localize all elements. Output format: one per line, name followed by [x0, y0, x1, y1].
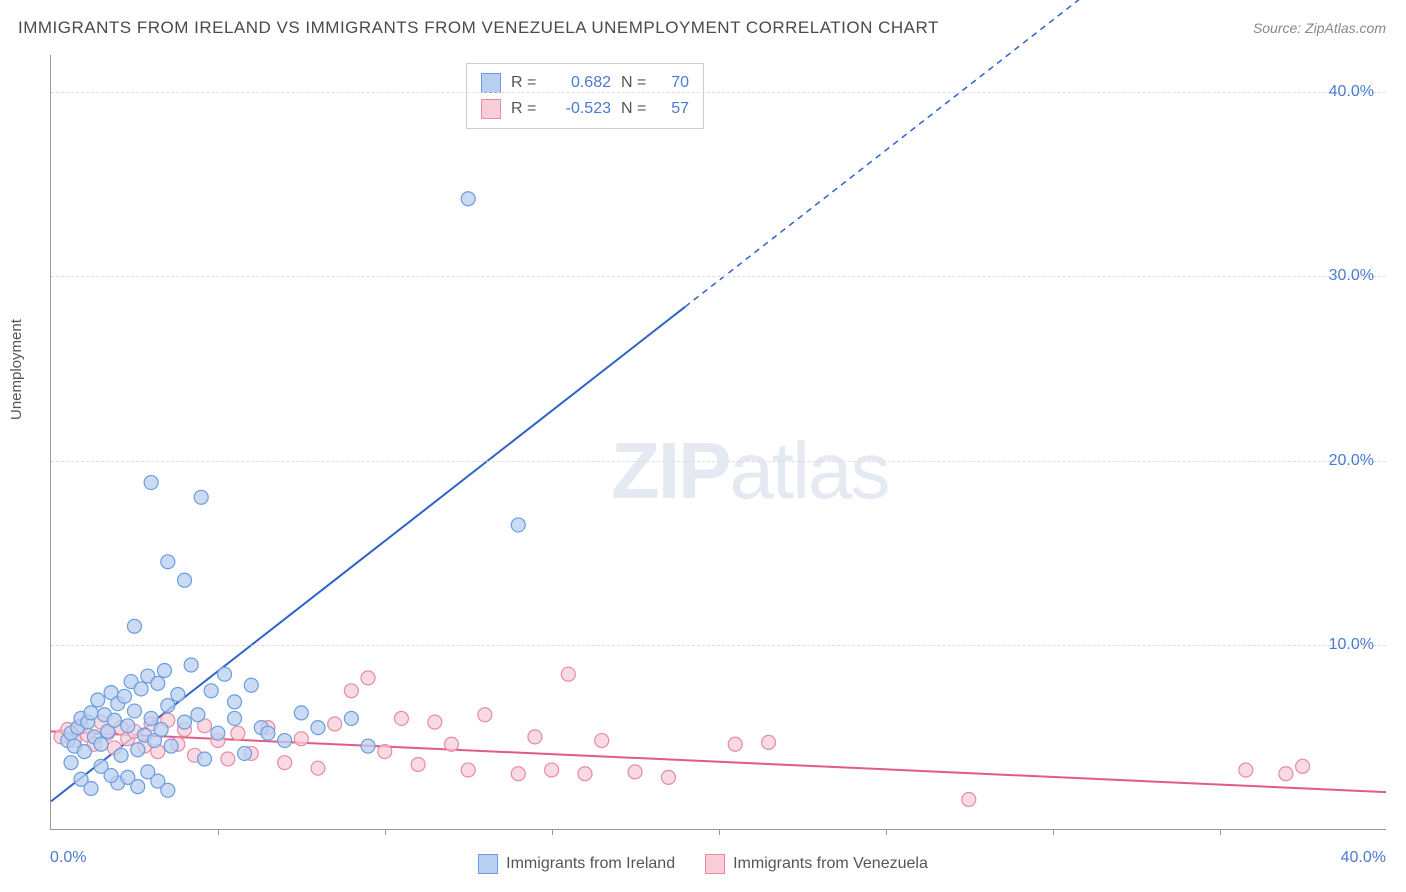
y-tick-label: 30.0%: [1329, 267, 1374, 285]
legend-item-ireland: Immigrants from Ireland: [478, 854, 675, 874]
n-value-venezuela: 57: [659, 100, 689, 118]
chart-title: IMMIGRANTS FROM IRELAND VS IMMIGRANTS FR…: [18, 18, 939, 38]
x-minor-tick: [886, 829, 887, 835]
x-minor-tick: [552, 829, 553, 835]
n-label: N =: [621, 100, 649, 118]
r-label: R =: [511, 100, 539, 118]
stats-row-venezuela: R = -0.523 N = 57: [481, 96, 689, 122]
n-label: N =: [621, 74, 649, 92]
swatch-venezuela: [481, 99, 501, 119]
x-minor-tick: [385, 829, 386, 835]
y-axis-label: Unemployment: [8, 319, 25, 420]
x-minor-tick: [218, 829, 219, 835]
watermark-zip: ZIP: [611, 426, 729, 515]
swatch-ireland-icon: [478, 854, 498, 874]
legend-label-venezuela: Immigrants from Venezuela: [733, 855, 928, 873]
grid-line: [51, 645, 1386, 646]
legend-item-venezuela: Immigrants from Venezuela: [705, 854, 928, 874]
source-attribution: Source: ZipAtlas.com: [1253, 20, 1386, 36]
grid-line: [51, 276, 1386, 277]
grid-line: [51, 92, 1386, 93]
r-value-ireland: 0.682: [549, 74, 611, 92]
legend-label-ireland: Immigrants from Ireland: [506, 855, 675, 873]
watermark-atlas: atlas: [729, 426, 888, 515]
watermark: ZIPatlas: [611, 425, 888, 517]
source-value: ZipAtlas.com: [1305, 20, 1386, 36]
r-label: R =: [511, 74, 539, 92]
y-tick-label: 40.0%: [1329, 83, 1374, 101]
y-tick-label: 10.0%: [1329, 636, 1374, 654]
r-value-venezuela: -0.523: [549, 100, 611, 118]
source-label: Source:: [1253, 20, 1301, 36]
plot-area: ZIPatlas R = 0.682 N = 70 R = -0.523 N =…: [50, 55, 1386, 830]
grid-line: [51, 461, 1386, 462]
series-legend: Immigrants from Ireland Immigrants from …: [0, 854, 1406, 874]
stats-legend: R = 0.682 N = 70 R = -0.523 N = 57: [466, 63, 704, 129]
x-minor-tick: [1053, 829, 1054, 835]
swatch-venezuela-icon: [705, 854, 725, 874]
n-value-ireland: 70: [659, 74, 689, 92]
x-minor-tick: [1220, 829, 1221, 835]
swatch-ireland: [481, 73, 501, 93]
x-minor-tick: [719, 829, 720, 835]
y-tick-label: 20.0%: [1329, 452, 1374, 470]
